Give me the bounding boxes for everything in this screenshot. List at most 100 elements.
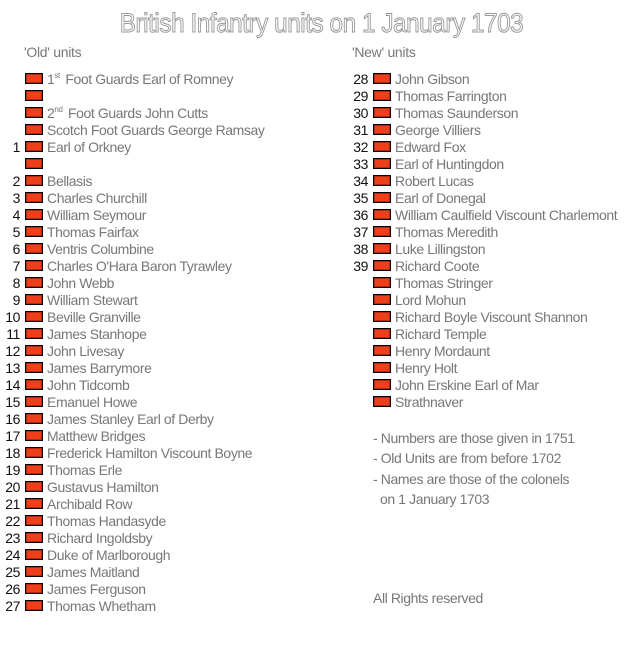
- colonel-name: Earl of Orkney: [47, 138, 131, 155]
- colonel-name: Gustavus Hamilton: [47, 478, 159, 495]
- flag-swatch-icon: [373, 311, 391, 322]
- unit-label: Thomas Saunderson: [395, 104, 519, 121]
- ordinal-suffix: nd: [54, 104, 63, 114]
- unit-number: 28: [353, 70, 368, 87]
- unit-label: Matthew Bridges: [47, 427, 146, 444]
- flag-swatch-icon: [25, 447, 43, 458]
- unit-number: 20: [5, 478, 20, 495]
- list-item: 26 James Ferguson: [0, 580, 146, 597]
- unit-label: 2nd Foot Guards John Cutts: [47, 105, 208, 121]
- flag-swatch-icon: [373, 243, 391, 254]
- guards-ordinal: 1: [47, 70, 55, 87]
- colonel-name: William Caulfield Viscount Charlemont: [395, 206, 618, 223]
- colonel-name: William Seymour: [47, 206, 147, 223]
- colonel-name: Charles Churchill: [47, 189, 147, 206]
- page-title: British Infantry units on 1 January 1703: [119, 8, 524, 39]
- unit-label: Frederick Hamilton Viscount Boyne: [47, 445, 253, 461]
- list-item: Henry Holt: [348, 359, 458, 376]
- unit-number: 6: [12, 240, 21, 257]
- colonel-name: John Livesay: [47, 342, 124, 359]
- unit-label: Bellasis: [47, 173, 92, 189]
- colonel-name: Duke of Marlborough: [47, 546, 171, 563]
- flag-swatch-icon: [25, 362, 43, 373]
- flag-swatch-icon: [25, 260, 43, 271]
- unit-label: Lord Mohun: [395, 292, 466, 308]
- unit-number: 1: [12, 138, 21, 155]
- colonel-name: Edward Fox: [395, 138, 466, 155]
- list-item: 39 Richard Coote: [348, 257, 479, 274]
- colonel-name: Ventris Columbine: [47, 240, 154, 257]
- unit-number: 29: [353, 87, 368, 104]
- colonel-name: George Villiers: [395, 121, 481, 138]
- flag-swatch-icon: [373, 124, 391, 135]
- unit-label: James Barrymore: [47, 360, 152, 376]
- unit-number: 33: [353, 155, 368, 172]
- unit-label: Thomas Fairfax: [47, 224, 139, 240]
- new-units-heading: 'New' units: [352, 44, 416, 60]
- colonel-name: Foot Guards Earl of Romney: [65, 70, 234, 87]
- flag-swatch-icon: [25, 328, 43, 339]
- unit-number: 37: [353, 223, 368, 240]
- flag-swatch-icon: [373, 362, 391, 373]
- note: on 1 January 1703: [373, 491, 490, 507]
- list-item: 5 Thomas Fairfax: [0, 223, 139, 240]
- unit-label: Richard Coote: [395, 258, 480, 274]
- list-item: Strathnaver: [348, 393, 463, 410]
- colonel-name: Thomas Farrington: [395, 87, 507, 104]
- flag-swatch-icon: [25, 396, 43, 407]
- flag-swatch-icon: [25, 481, 43, 492]
- list-item: 7 Charles O'Hara Baron Tyrawley: [0, 257, 232, 274]
- flag-swatch-icon: [25, 600, 43, 611]
- list-item: 31 George Villiers: [348, 121, 481, 138]
- unit-label: Thomas Whetham: [47, 598, 156, 614]
- flag-swatch-icon: [25, 141, 43, 152]
- colonel-name: James Maitland: [47, 563, 140, 580]
- unit-label: 1st Foot Guards Earl of Romney: [47, 70, 234, 87]
- colonel-name: Henry Mordaunt: [395, 342, 490, 359]
- unit-number: 27: [5, 597, 20, 614]
- colonel-name: John Gibson: [395, 70, 470, 87]
- colonel-name: Thomas Erle: [47, 461, 122, 478]
- flag-swatch-icon: [373, 328, 391, 339]
- flag-swatch-icon: [373, 294, 391, 305]
- unit-label: Earl of Huntingdon: [395, 156, 504, 172]
- list-item: 2nd Foot Guards John Cutts: [0, 104, 208, 121]
- unit-label: Earl of Orkney: [47, 139, 131, 155]
- unit-number: 26: [5, 580, 20, 597]
- flag-swatch-icon: [373, 141, 391, 152]
- unit-number: 16: [5, 410, 20, 427]
- colonel-name: James Ferguson: [47, 580, 146, 597]
- colonel-name: Thomas Handasyde: [47, 512, 166, 529]
- unit-number: 10: [5, 308, 20, 325]
- unit-number: 34: [353, 172, 368, 189]
- colonel-name: James Stanhope: [47, 325, 147, 342]
- list-item: 18 Frederick Hamilton Viscount Boyne: [0, 444, 252, 461]
- unit-label: Edward Fox: [395, 139, 466, 155]
- colonel-name: Robert Lucas: [395, 172, 474, 189]
- list-item: 20 Gustavus Hamilton: [0, 478, 159, 495]
- list-item: 28 John Gibson: [348, 70, 469, 87]
- unit-number: 23: [5, 529, 20, 546]
- flag-swatch-icon: [25, 90, 43, 101]
- unit-label: William Caulfield Viscount Charlemont: [395, 206, 618, 223]
- flag-swatch-icon: [25, 209, 43, 220]
- list-item: 11 James Stanhope: [0, 325, 147, 342]
- unit-number: 5: [12, 223, 21, 240]
- flag-swatch-icon: [25, 158, 43, 169]
- unit-number: 3: [12, 189, 21, 206]
- unit-number: 17: [5, 427, 20, 444]
- list-item: 38 Luke Lillingston: [348, 240, 485, 257]
- flag-swatch-icon: [25, 175, 43, 186]
- unit-number: 30: [353, 104, 368, 121]
- colonel-name: Thomas Saunderson: [395, 104, 519, 121]
- list-item: 1st Foot Guards Earl of Romney: [0, 70, 234, 87]
- colonel-name: Strathnaver: [395, 393, 463, 410]
- colonel-name: Earl of Donegal: [395, 189, 486, 206]
- note: - Numbers are those given in 1751: [373, 430, 575, 446]
- flag-swatch-icon: [373, 158, 391, 169]
- colonel-name: Matthew Bridges: [47, 427, 146, 444]
- list-item: 13 James Barrymore: [0, 359, 152, 376]
- flag-swatch-icon: [373, 277, 391, 288]
- flag-swatch-icon: [25, 379, 43, 390]
- colonel-name: John Tidcomb: [47, 376, 130, 393]
